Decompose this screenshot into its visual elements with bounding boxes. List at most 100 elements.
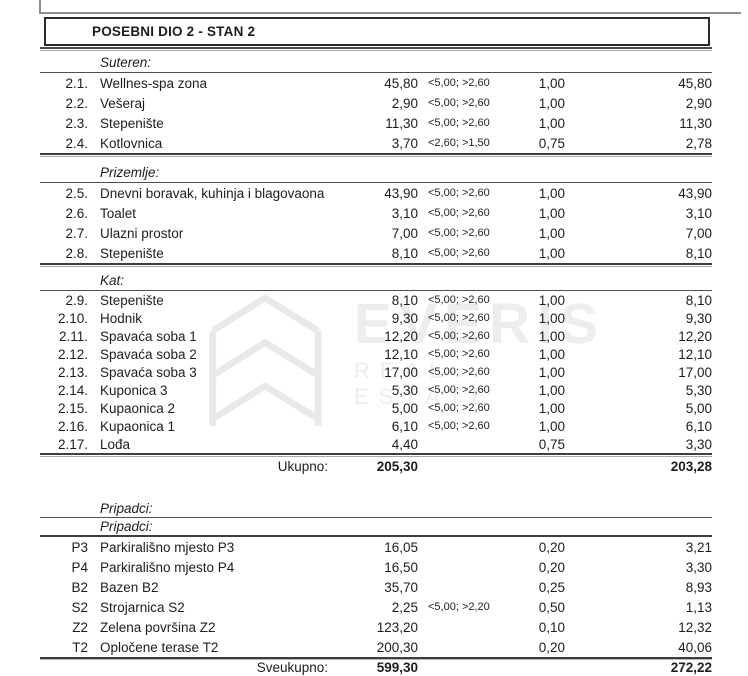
table-row: 2.6. Toalet 3,10 <5,00; >2,60 1,00 3,10 <box>40 203 712 223</box>
total-row: Ukupno: 205,30 203,28 <box>40 457 712 476</box>
cell-id: 2.3. <box>65 115 88 131</box>
section-divider <box>40 263 712 267</box>
annex-label-2: Pripadci: <box>40 518 712 537</box>
table-row: 2.8. Stepenište 8,10 <5,00; >2,60 1,00 8,10 <box>40 243 712 263</box>
watermark-text: EVERIS REAL ESTATE <box>354 296 605 410</box>
cell-id: T2 <box>72 639 88 655</box>
cell-area: 16,05 <box>384 539 418 555</box>
cell-id: 2.15. <box>57 400 88 416</box>
cell-coefficient: 1,00 <box>538 292 565 308</box>
cell-id: 2.10. <box>57 310 88 326</box>
cell-area: 35,70 <box>384 579 418 595</box>
cell-adjusted-area: 9,30 <box>685 310 712 326</box>
cell-area: 43,90 <box>384 185 418 201</box>
watermark-text-primary: EVERIS <box>353 292 605 356</box>
cell-height-range: <5,00; >2,60 <box>428 294 490 306</box>
cell-adjusted-area: 17,00 <box>678 364 712 380</box>
title-bar: POSEBNI DIO 2 - STAN 2 <box>44 17 710 46</box>
cell-coefficient: 1,00 <box>538 364 565 380</box>
cell-height-range: <5,00; >2,60 <box>428 207 490 219</box>
cell-area: 123,20 <box>376 619 418 635</box>
cell-adjusted-area: 8,93 <box>685 579 712 595</box>
cell-adjusted-area: 6,10 <box>685 418 712 434</box>
cell-coefficient: 1,00 <box>538 115 565 131</box>
table-row: B2 Bazen B2 35,70 0,25 8,93 <box>40 577 712 597</box>
cell-name: Parkirališno mjesto P4 <box>100 559 235 575</box>
page-title: POSEBNI DIO 2 - STAN 2 <box>92 24 256 39</box>
cell-coefficient: 0,20 <box>538 539 565 555</box>
cell-area: 5,30 <box>391 382 418 398</box>
cell-name: Parkirališno mjesto P3 <box>100 539 235 555</box>
cell-coefficient: 0,75 <box>538 135 565 151</box>
cell-name: Hodnik <box>100 310 143 326</box>
cell-adjusted-area: 12,10 <box>678 346 712 362</box>
area-table: Suteren: 2.1. Wellnes-spa zona 45,80 <5,00;… <box>40 52 712 675</box>
table-row: P4 Parkirališno mjesto P4 16,50 0,20 3,30 <box>40 557 712 577</box>
cell-adjusted-area: 45,80 <box>678 75 712 91</box>
cell-area: 16,50 <box>384 559 418 575</box>
section-label-text: Prizemlje: <box>100 164 160 180</box>
section-label-prizemlje: Prizemlje: <box>40 162 712 183</box>
cell-id: 2.11. <box>58 328 88 344</box>
cell-adjusted-area: 7,00 <box>685 225 712 241</box>
cell-area: 5,00 <box>391 400 418 416</box>
cell-height-range: <5,00; >2,60 <box>428 384 490 396</box>
cell-coefficient: 1,00 <box>538 245 565 261</box>
grand-total-row: Sveukupno: 599,30 272,22 <box>40 659 712 675</box>
cell-area: 200,30 <box>376 639 418 655</box>
cell-coefficient: 1,00 <box>538 225 565 241</box>
section-label-text: Kat: <box>100 272 125 288</box>
cell-adjusted-area: 11,30 <box>679 115 712 131</box>
cell-coefficient: 0,25 <box>538 579 565 595</box>
cell-coefficient: 1,00 <box>538 418 565 434</box>
table-row: 2.9. Stepenište 8,10 <5,00; >2,60 1,00 8,10 <box>40 291 712 309</box>
cell-coefficient: 0,20 <box>538 639 565 655</box>
cell-adjusted-area: 8,10 <box>685 245 712 261</box>
cell-name: Spavaća soba 1 <box>100 328 197 344</box>
cell-coefficient: 0,20 <box>538 559 565 575</box>
section-divider <box>40 453 712 457</box>
cell-id: B2 <box>71 579 88 595</box>
cell-id: 2.9. <box>65 292 88 308</box>
cell-area: 8,10 <box>391 292 418 308</box>
table-row: 2.1. Wellnes-spa zona 45,80 <5,00; >2,60 1,0… <box>40 73 712 93</box>
cell-name: Stepenište <box>100 292 164 308</box>
cell-name: Bazen B2 <box>100 579 159 595</box>
cell-height-range: <5,00; >2,60 <box>428 348 490 360</box>
watermark-logo-icon <box>209 294 322 426</box>
grand-total-label: Sveukupno: <box>256 659 328 675</box>
total-adjusted-area: 203,28 <box>670 459 712 474</box>
cell-id: S2 <box>71 599 88 615</box>
cell-area: 45,80 <box>384 75 418 91</box>
watermark-text-secondary: REAL ESTATE <box>353 358 497 409</box>
cell-adjusted-area: 3,30 <box>685 436 712 452</box>
cell-id: 2.14. <box>57 382 88 398</box>
cell-name: Ulazni prostor <box>100 225 184 241</box>
cell-name: Kuponica 3 <box>100 382 168 398</box>
cell-id: P4 <box>71 559 88 575</box>
annex-label-text: Pripadci: <box>100 519 153 534</box>
table-row: T2 Opločene terase T2 200,30 0,20 40,06 <box>40 637 712 657</box>
cell-area: 2,25 <box>391 599 418 615</box>
table-row: 2.13. Spavaća soba 3 17,00 <5,00; >2,60 1,00… <box>40 363 712 381</box>
cell-name: Kupaonica 1 <box>100 418 176 434</box>
cell-adjusted-area: 12,20 <box>678 328 712 344</box>
annex-label-text: Pripadci: <box>100 501 153 516</box>
section-label-text: Suteren: <box>100 54 152 70</box>
cell-coefficient: 1,00 <box>538 400 565 416</box>
total-area: 205,30 <box>376 459 418 474</box>
cell-height-range: <5,00; >2,60 <box>428 187 490 199</box>
cell-id: Z2 <box>72 619 88 635</box>
cell-height-range: <5,00; >2,60 <box>428 330 490 342</box>
cell-height-range: <5,00; >2,60 <box>428 97 490 109</box>
cell-adjusted-area: 3,21 <box>685 539 712 555</box>
cell-id: 2.12. <box>57 346 88 362</box>
cell-coefficient: 1,00 <box>538 185 565 201</box>
watermark: EVERIS REAL ESTATE <box>205 280 605 440</box>
cell-area: 12,20 <box>384 328 418 344</box>
grand-total-divider <box>40 657 712 659</box>
total-label: Ukupno: <box>277 459 328 474</box>
cell-adjusted-area: 3,30 <box>685 559 712 575</box>
cell-name: Stepenište <box>100 245 164 261</box>
